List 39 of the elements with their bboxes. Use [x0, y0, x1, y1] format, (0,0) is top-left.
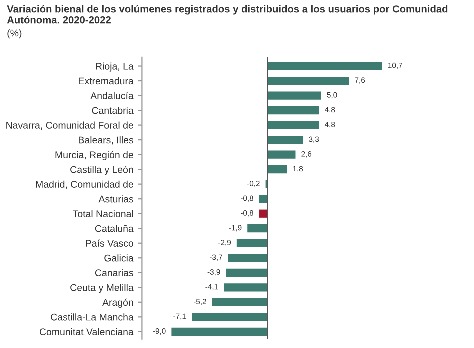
y-tick-label: Comunitat Valenciana — [40, 328, 134, 336]
bar — [224, 284, 268, 292]
bar — [268, 106, 320, 115]
bar — [268, 136, 304, 144]
text: (%) — [8, 30, 22, 39]
y-tick-label: Canarias — [95, 269, 134, 277]
y-tick-label: Castilla y León — [70, 166, 134, 176]
y-tick-label: Balears, Illes — [79, 136, 134, 145]
y-tick-label: Murcia, Región de — [56, 151, 134, 160]
bar — [212, 298, 268, 306]
y-tick-label: Extremadura — [79, 78, 134, 85]
y-tick-label: Madrid, Comunidad de — [36, 180, 134, 190]
bar — [226, 268, 268, 277]
bar — [268, 62, 382, 70]
bar — [268, 150, 296, 159]
bar — [172, 328, 268, 336]
y-tick-label: Cantabria — [92, 107, 134, 114]
bar — [259, 195, 268, 204]
bar — [268, 92, 322, 100]
bar — [236, 239, 268, 248]
y-tick-label: País Vasco — [86, 240, 134, 247]
y-tick-label: Aragón — [102, 298, 134, 308]
y-tick-label: Castilla-La Mancha — [51, 314, 134, 321]
y-tick-label: Cataluña — [95, 225, 134, 232]
bar — [248, 224, 268, 233]
bar — [268, 121, 320, 130]
bar — [259, 210, 268, 218]
bar — [268, 76, 350, 86]
chart-title: Variación bienal de los volúmenes registrados y distribuidos a los usuarios por Comunidad Autónoma. 2020-2022 — [7, 5, 448, 24]
bar — [192, 313, 268, 322]
y-tick-label: Rioja, La — [96, 62, 134, 72]
y-tick-label: Asturias — [98, 196, 134, 203]
y-tick-label: Total Nacional — [73, 210, 134, 218]
bar — [228, 254, 268, 262]
bar — [268, 166, 288, 174]
y-tick-label: Andalucía — [90, 92, 134, 100]
y-tick-label: Ceuta y Melilla — [70, 284, 134, 294]
y-tick-label: Navarra, Comunidad Foral de — [6, 122, 134, 130]
y-tick-label: Galicia — [104, 254, 134, 262]
